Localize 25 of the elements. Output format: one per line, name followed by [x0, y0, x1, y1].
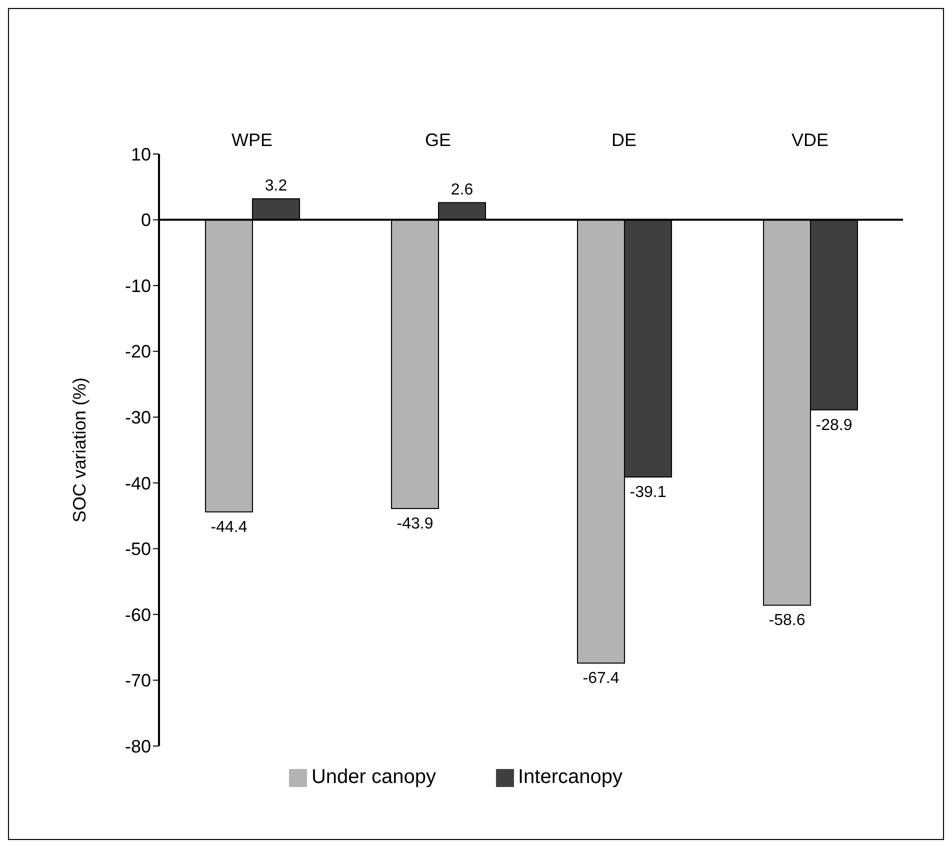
y-tick-label: -60: [124, 604, 151, 625]
legend-label: Under canopy: [311, 766, 436, 788]
y-axis-title: SOC variation (%): [69, 377, 90, 523]
data-label: -58.6: [768, 612, 806, 630]
data-label: -28.9: [816, 416, 852, 434]
y-tick-label: -40: [124, 473, 151, 494]
x-tick-label: DE: [611, 130, 637, 150]
legend-label: Intercanopy: [518, 766, 623, 788]
data-label: 2.6: [450, 182, 474, 199]
x-tick-label: GE: [424, 130, 452, 150]
data-label: -39.1: [630, 484, 666, 501]
y-tick-label: -20: [124, 342, 151, 362]
y-tick-label: -30: [124, 408, 151, 428]
data-label: -44.4: [210, 518, 248, 536]
y-tick-label: 0: [140, 210, 151, 230]
y-tick-label: -50: [124, 539, 151, 560]
data-label: -67.4: [582, 670, 620, 688]
y-tick-label: 10: [130, 144, 151, 164]
x-tick-label: VDE: [791, 130, 829, 150]
x-tick-label: WPE: [231, 130, 273, 150]
y-tick-label: -70: [124, 670, 151, 691]
data-label: 3.2: [264, 178, 288, 195]
y-tick-label: -80: [124, 736, 151, 756]
data-label: -43.9: [396, 516, 434, 533]
y-tick-label: -10: [124, 276, 151, 296]
